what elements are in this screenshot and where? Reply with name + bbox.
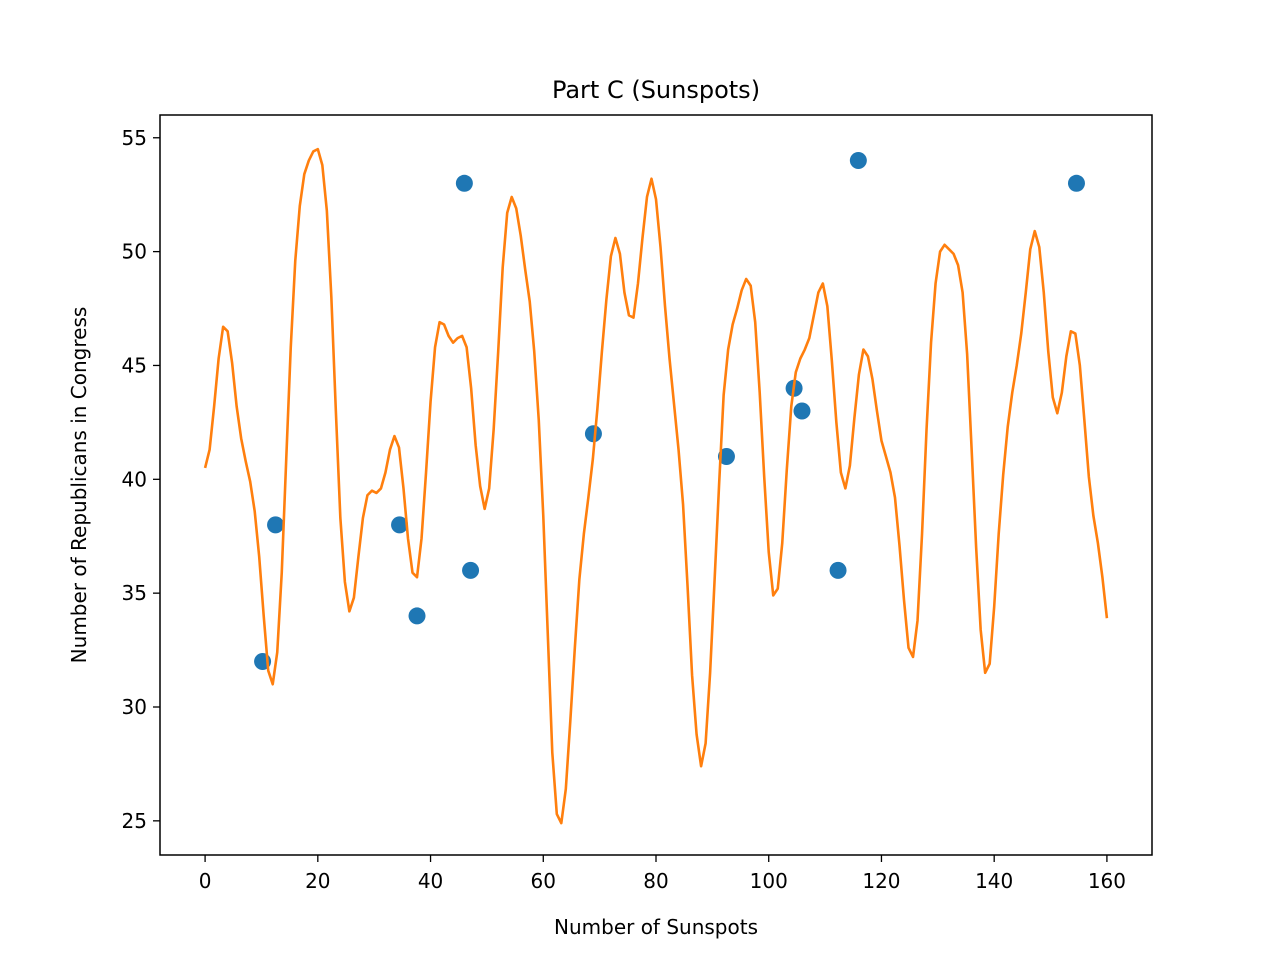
y-tick-label: 55 — [122, 126, 147, 150]
axes-frame — [159, 114, 1153, 856]
y-tick-label: 35 — [122, 581, 147, 605]
scatter-point — [717, 448, 735, 466]
x-tick-label: 140 — [975, 869, 1013, 893]
x-tick-label: 20 — [305, 869, 330, 893]
scatter-point — [849, 152, 867, 170]
fitted-line — [203, 147, 1109, 825]
y-tick-label: 50 — [122, 240, 147, 264]
y-axis-label: Number of Republicans in Congress — [67, 307, 91, 664]
scatter-point — [391, 516, 409, 534]
x-axis-label: Number of Sunspots — [554, 915, 758, 939]
scatter-point — [793, 402, 811, 420]
x-tick-label: 60 — [531, 869, 556, 893]
x-tick-label: 120 — [862, 869, 900, 893]
x-tick-label: 80 — [643, 869, 668, 893]
chart-title: Part C (Sunspots) — [552, 76, 760, 104]
scatter-point — [267, 516, 285, 534]
scatter-point — [1067, 174, 1085, 192]
scatter-point — [408, 607, 426, 625]
plot-area — [203, 147, 1109, 825]
scatter-point — [584, 425, 602, 443]
x-axis: 0 20 40 60 80 100 120 140 160 — [199, 855, 1126, 893]
x-tick-label: 0 — [199, 869, 212, 893]
scatter-point — [455, 174, 473, 192]
y-axis: 25 30 35 40 45 50 55 — [122, 126, 160, 833]
y-tick-label: 30 — [122, 695, 147, 719]
y-tick-label: 25 — [122, 809, 147, 833]
x-tick-label: 100 — [750, 869, 788, 893]
x-tick-label: 40 — [418, 869, 443, 893]
scatter-point — [462, 561, 480, 579]
scatter-point — [829, 561, 847, 579]
y-tick-label: 45 — [122, 353, 147, 377]
y-tick-label: 40 — [122, 467, 147, 491]
x-tick-label: 160 — [1088, 869, 1126, 893]
